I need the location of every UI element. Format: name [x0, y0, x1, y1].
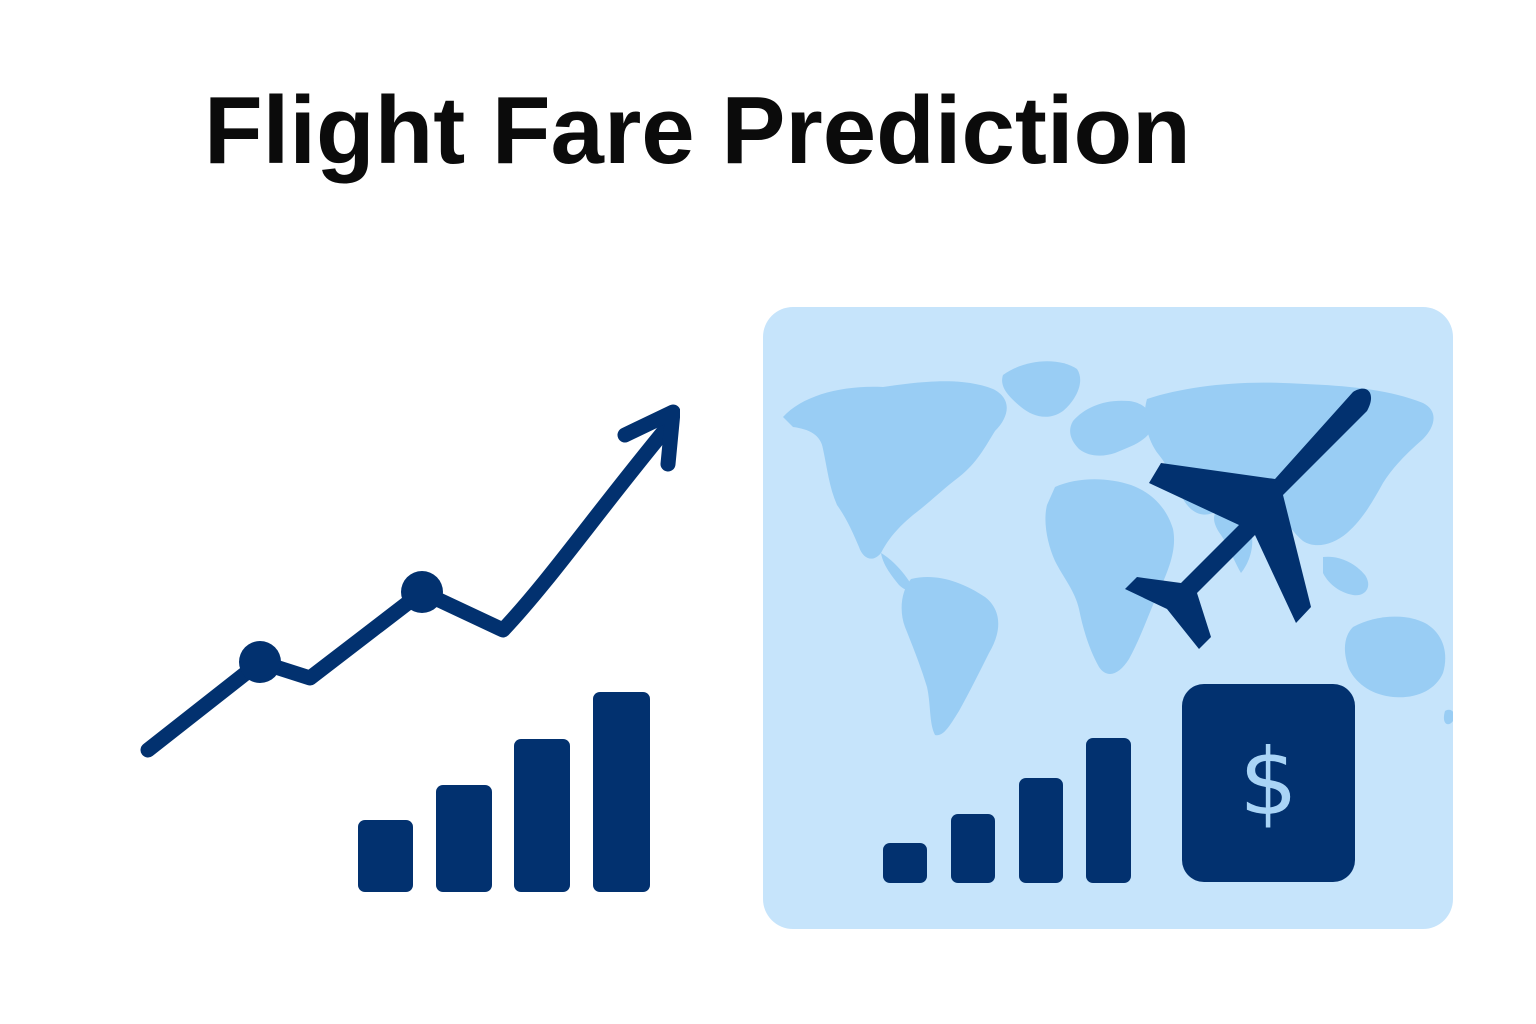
bar [514, 739, 570, 892]
trend-line [140, 422, 673, 758]
bar [1019, 778, 1063, 883]
bar-chart-icon [358, 692, 650, 892]
dollar-sign-icon: $ [1182, 684, 1355, 882]
map-card-illustration [783, 361, 1453, 883]
continent-australia [1344, 616, 1446, 698]
trend-arrowhead [617, 404, 680, 472]
bar [951, 814, 995, 883]
bar [358, 820, 413, 892]
trend-illustration [140, 404, 680, 892]
dollar-symbol: $ [1239, 729, 1298, 836]
trend-point [239, 641, 281, 683]
signal-bars-icon [883, 738, 1131, 883]
continent-europe [1070, 400, 1153, 456]
page-title: Flight Fare Prediction [204, 77, 1191, 184]
airplane-body [1125, 388, 1372, 649]
bar [593, 692, 650, 892]
continent-southeast-asia [1323, 556, 1369, 596]
trend-point [401, 571, 443, 613]
bar [436, 785, 492, 892]
airplane-icon [1125, 388, 1372, 649]
trend-line-arrow-icon [140, 404, 680, 758]
bar [1086, 738, 1131, 883]
continent-south-america [901, 577, 999, 736]
world-map-card: $ [763, 307, 1453, 929]
bar [883, 843, 927, 883]
continent-africa [1045, 479, 1175, 674]
continent-north-america [783, 381, 1007, 559]
continent-new-zealand [1444, 709, 1453, 725]
continent-greenland [1002, 361, 1081, 417]
continent-central-america [881, 553, 912, 590]
